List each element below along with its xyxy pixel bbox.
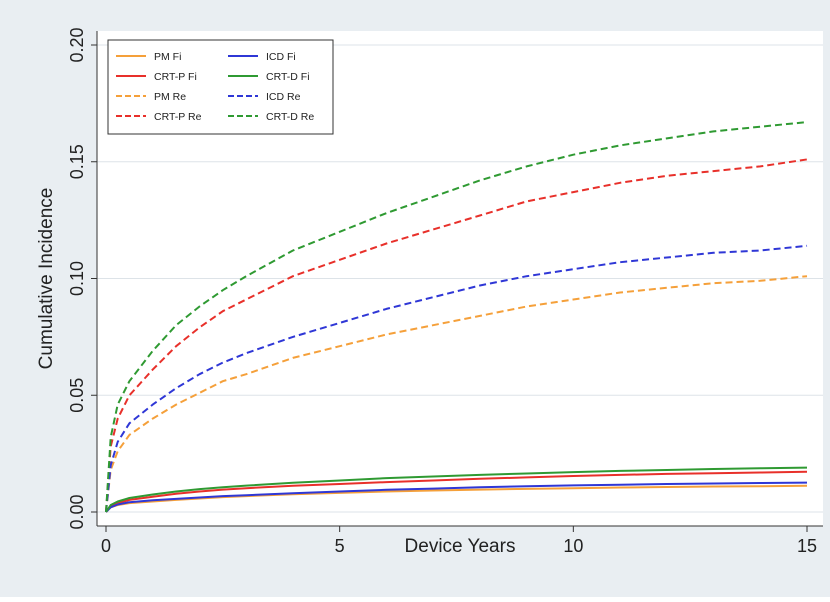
x-axis-title: Device Years xyxy=(405,536,516,557)
legend-label: CRT-D Fi xyxy=(266,71,310,83)
legend-label: PM Re xyxy=(154,91,186,103)
legend-label: CRT-P Re xyxy=(154,111,202,123)
x-ticks: 0 5 10 15 xyxy=(101,526,817,556)
y-ticks: 0.00 0.05 0.10 0.15 0.20 xyxy=(67,27,97,530)
series-line-pm-re xyxy=(105,275,808,513)
legend-label: PM Fi xyxy=(154,51,181,63)
legend-label: ICD Fi xyxy=(266,51,296,63)
series-line-icd-re xyxy=(105,244,808,513)
series-line-crt-p-fi xyxy=(105,470,808,513)
x-tick-label: 5 xyxy=(335,536,345,556)
y-tick-label: 0.00 xyxy=(67,494,87,529)
series-line-crt-d-fi xyxy=(105,466,808,513)
legend-label: CRT-D Re xyxy=(266,111,314,123)
legend-box xyxy=(107,39,334,135)
series-lines xyxy=(105,121,808,513)
legend-label: ICD Re xyxy=(266,91,301,103)
legend: PM Fi CRT-P Fi PM Re CRT-P Re ICD Fi CRT-D Fi… xyxy=(107,39,334,135)
y-tick-label: 0.15 xyxy=(67,144,87,179)
series-line-crt-d-re xyxy=(105,121,808,513)
series-line-icd-fi xyxy=(105,481,808,513)
legend-label: CRT-P Fi xyxy=(154,71,197,83)
x-tick-label: 10 xyxy=(563,536,583,556)
series-line-crt-p-re xyxy=(105,158,808,513)
y-tick-label: 0.20 xyxy=(67,27,87,62)
y-tick-label: 0.05 xyxy=(67,378,87,413)
x-tick-label: 15 xyxy=(797,536,817,556)
x-tick-label: 0 xyxy=(101,536,111,556)
y-tick-label: 0.10 xyxy=(67,261,87,296)
y-axis-title: Cumulative Incidence xyxy=(36,188,57,370)
